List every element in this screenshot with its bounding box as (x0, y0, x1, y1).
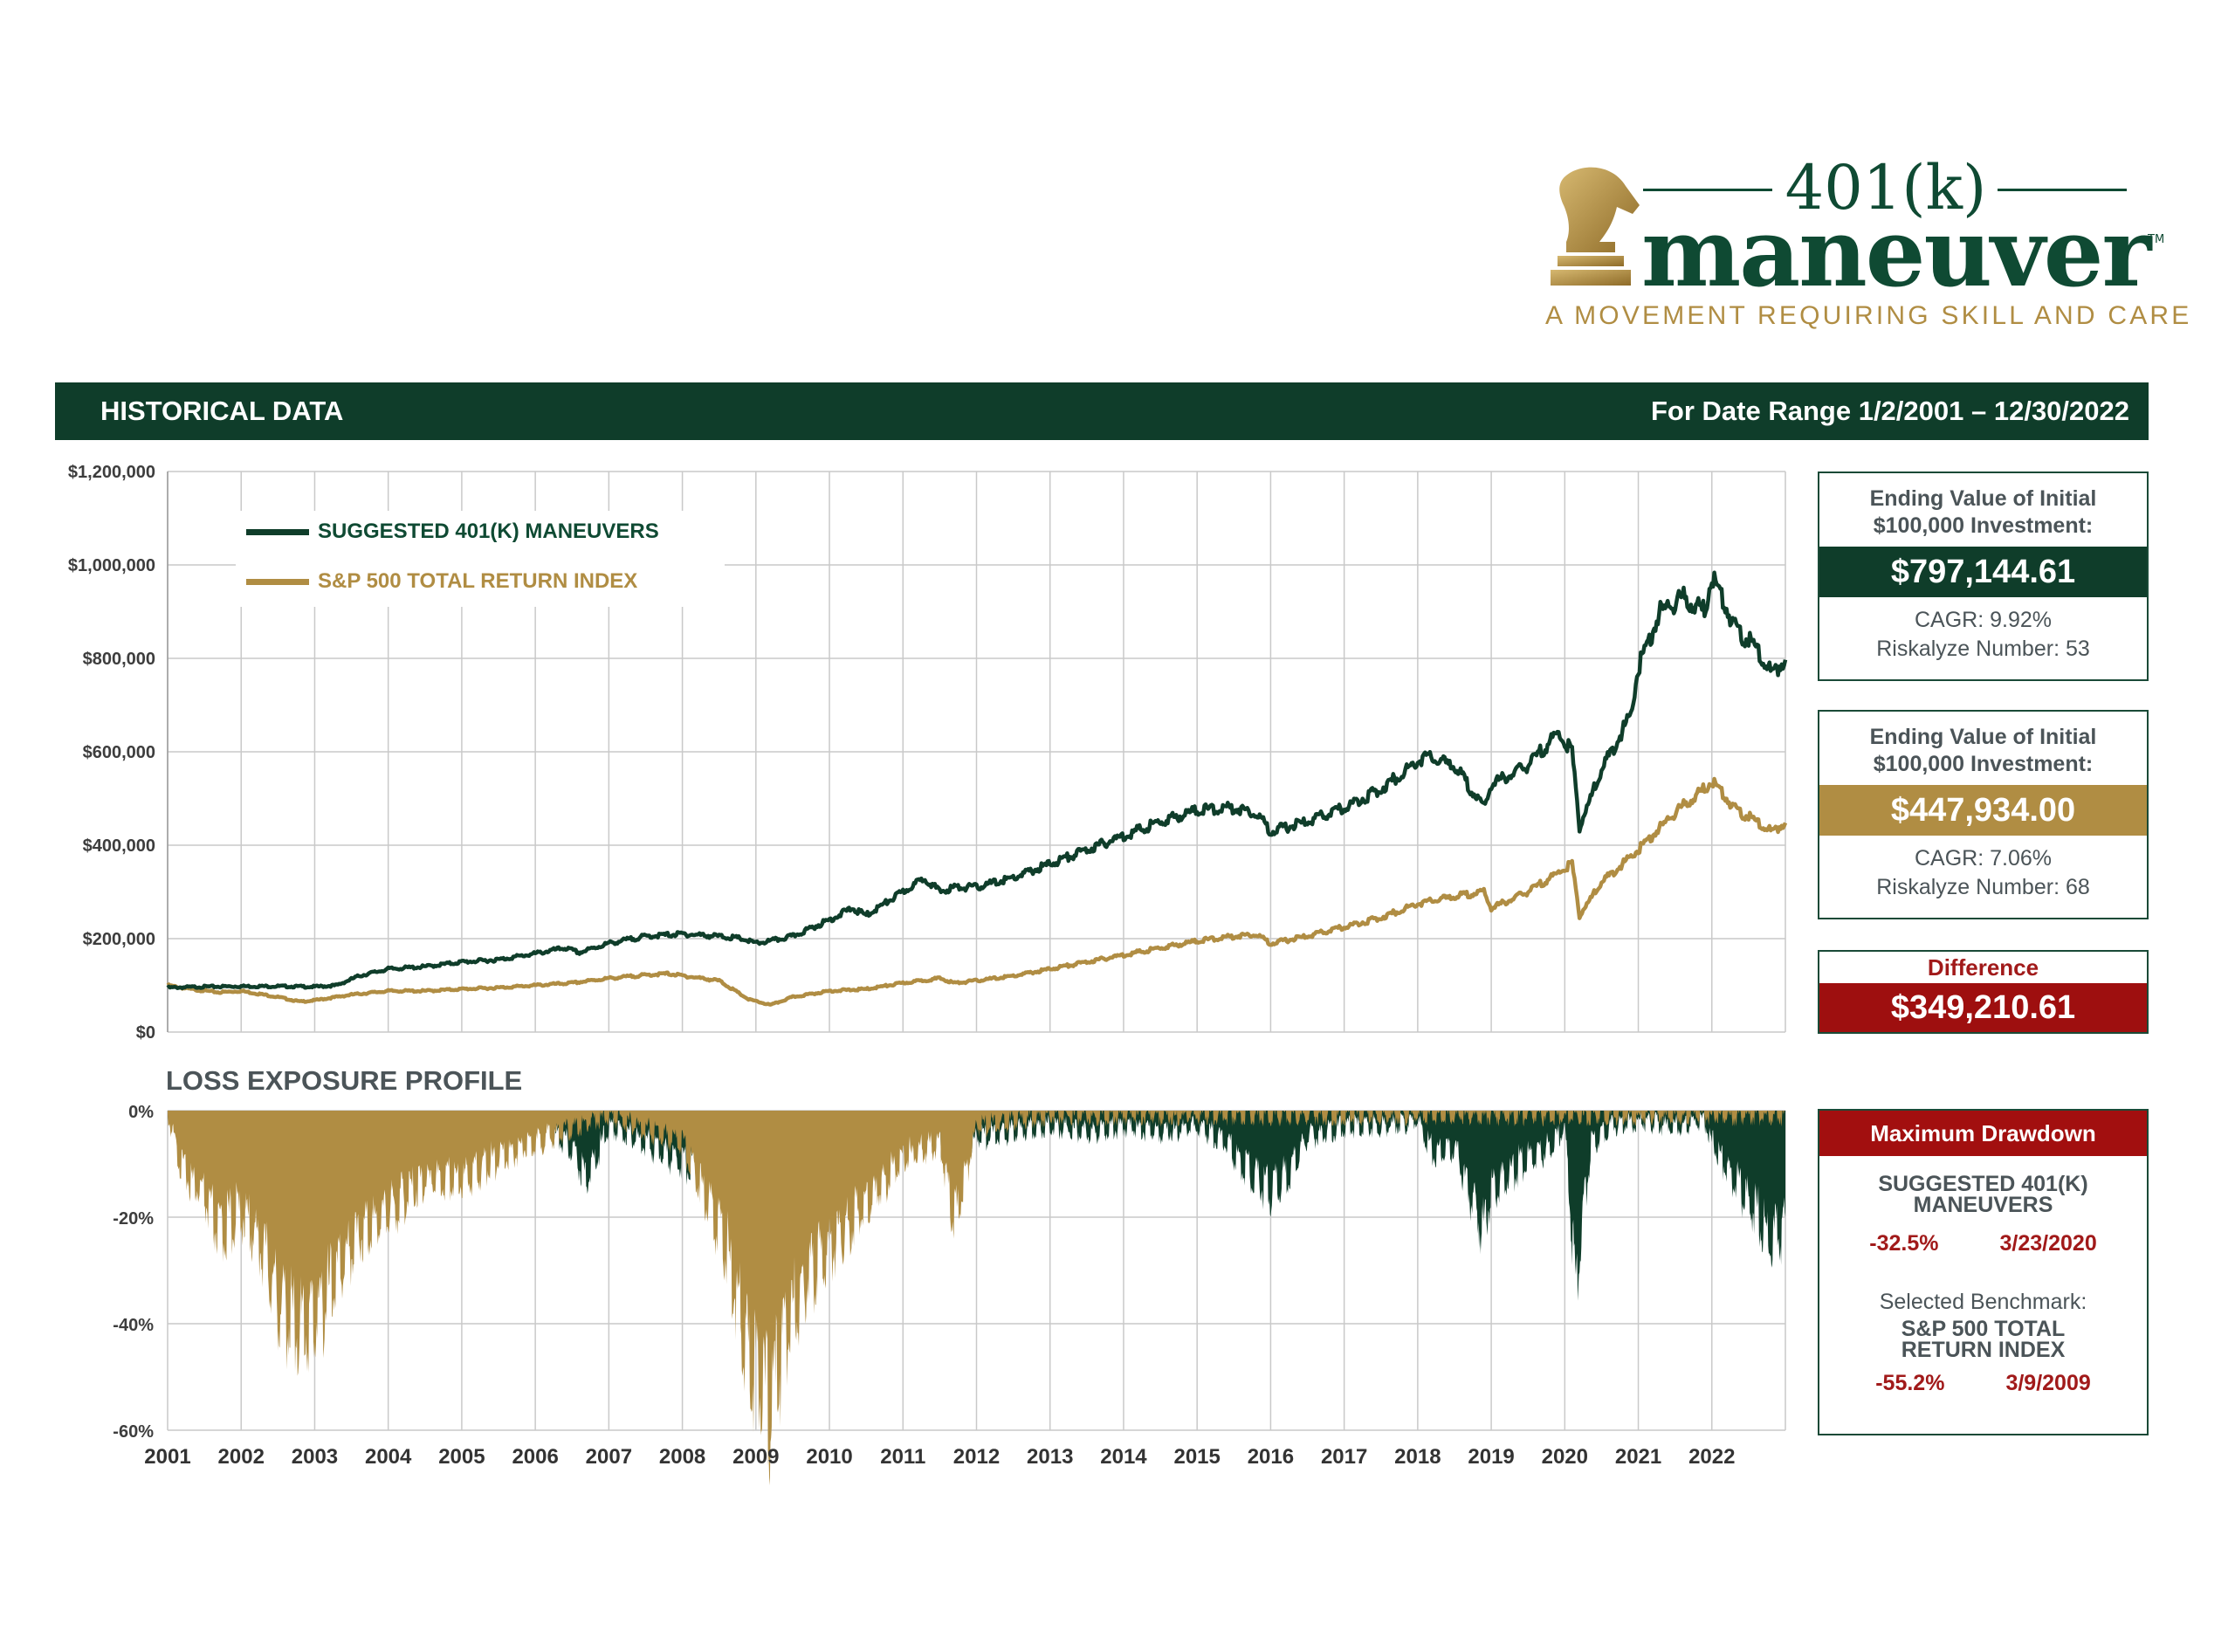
legend-item-maneuvers: SUGGESTED 401(K) MANEUVERS (246, 514, 659, 549)
maneuvers-ending-value: $797,144.61 (1819, 547, 2147, 597)
y-tick-label: $1,200,000 (68, 463, 155, 482)
date-range: For Date Range 1/2/2001 – 12/30/2022 (1651, 396, 2129, 426)
benchmark-cagr: CAGR: 7.06% (1914, 846, 2052, 871)
header-title: HISTORICAL DATA (100, 396, 344, 426)
year-tick-label: 2017 (1321, 1445, 1367, 1469)
loss-y-tick-label: 0% (128, 1103, 154, 1122)
legend-swatch-benchmark (246, 578, 309, 585)
brand-logo: 401(k) maneuver TM A MOVEMENT REQUIRING … (1545, 152, 2192, 341)
line-chart-grid (167, 471, 1786, 1033)
maneuvers-box-heading: Ending Value of Initial $100,000 Investm… (1819, 473, 2147, 540)
loss-chart-series (168, 1111, 1785, 1486)
year-tick-label: 2015 (1173, 1445, 1220, 1469)
maneuvers-box-footer: CAGR: 9.92% Riskalyze Number: 53 (1819, 597, 2147, 664)
strategy-drawdown-row: -32.5% 3/23/2020 (1819, 1231, 2147, 1256)
maneuvers-heading-line1: Ending Value of Initial (1869, 486, 2097, 511)
loss-y-tick-label: -20% (113, 1209, 154, 1229)
year-tick-label: 2020 (1542, 1445, 1588, 1469)
benchmark-name-line1: S&P 500 TOTAL (1901, 1317, 2066, 1341)
loss-y-tick-label: -40% (113, 1316, 154, 1335)
year-tick-label: 2008 (659, 1445, 705, 1469)
line-chart-series (166, 570, 1788, 1007)
strategy-name-line2: MANEUVERS (1913, 1193, 2053, 1217)
year-tick-label: 2005 (438, 1445, 485, 1469)
maneuvers-heading-line2: $100,000 Investment: (1873, 513, 2094, 538)
benchmark-name-line2: RETURN INDEX (1901, 1338, 2066, 1362)
benchmark-drawdown-row: -55.2% 3/9/2009 (1819, 1371, 2147, 1396)
benchmark-ending-value: $447,934.00 (1819, 785, 2147, 836)
year-tick-label: 2012 (953, 1445, 1000, 1469)
year-tick-label: 2004 (365, 1445, 412, 1469)
line-chart-y-ticks: $0 $200,000 $400,000 $600,000 $800,000 $1,000… (68, 463, 155, 1043)
year-tick-label: 2022 (1688, 1445, 1735, 1469)
year-tick-label: 2010 (806, 1445, 852, 1469)
logo-top-text: 401(k) (1785, 152, 1987, 224)
year-tick-label: 2016 (1248, 1445, 1294, 1469)
y-tick-label: $200,000 (83, 930, 155, 949)
maneuvers-drawdown-area (168, 1111, 1785, 1301)
max-drawdown-box: Maximum Drawdown SUGGESTED 401(K) MANEUV… (1818, 1109, 2149, 1435)
logo-main-text: maneuver (1641, 198, 2151, 308)
year-axis-labels: 2001 2002 2003 2004 2005 2006 2007 2008 2009 2010… (144, 1445, 1735, 1469)
benchmark-summary-box: Ending Value of Initial $100,000 Investm… (1818, 710, 2149, 919)
legend-swatch-maneuvers (246, 528, 309, 535)
loss-y-tick-label: -60% (113, 1422, 154, 1442)
benchmark-heading-line2: $100,000 Investment: (1873, 752, 2094, 776)
knight-logo-icon (1551, 167, 1640, 286)
year-tick-label: 2006 (512, 1445, 558, 1469)
y-tick-label: $1,000,000 (68, 556, 155, 575)
trademark-mark: TM (2148, 233, 2165, 246)
strategy-drawdown-value: -32.5% (1869, 1231, 1939, 1256)
maneuvers-riskalyze: Riskalyze Number: 53 (1876, 637, 2090, 661)
legend-item-benchmark: S&P 500 TOTAL RETURN INDEX (246, 564, 637, 599)
year-tick-label: 2014 (1100, 1445, 1147, 1469)
benchmark-riskalyze: Riskalyze Number: 68 (1876, 875, 2090, 899)
benchmark-drawdown-area (168, 1111, 1785, 1486)
benchmark-line (166, 776, 1788, 1007)
year-tick-label: 2021 (1615, 1445, 1661, 1469)
loss-exposure-chart: 0% -20% -40% -60% (113, 1103, 1786, 1486)
year-tick-label: 2009 (732, 1445, 779, 1469)
y-tick-label: $400,000 (83, 836, 155, 856)
legend-label-benchmark: S&P 500 TOTAL RETURN INDEX (318, 569, 638, 593)
loss-chart-y-ticks: 0% -20% -40% -60% (113, 1103, 154, 1442)
year-tick-label: 2001 (144, 1445, 190, 1469)
y-tick-label: $800,000 (83, 650, 155, 669)
max-drawdown-heading: Maximum Drawdown (1819, 1111, 2147, 1156)
year-tick-label: 2019 (1468, 1445, 1514, 1469)
benchmark-drawdown-value: -55.2% (1875, 1371, 1945, 1395)
maneuvers-line (166, 570, 1788, 991)
year-tick-label: 2018 (1394, 1445, 1441, 1469)
difference-box: Difference $349,210.61 (1818, 950, 2149, 1034)
growth-line-chart: $0 $200,000 $400,000 $600,000 $800,000 $1,000… (68, 463, 1788, 1043)
benchmark-prefix: Selected Benchmark: (1879, 1290, 2087, 1314)
difference-value: $349,210.61 (1819, 983, 2147, 1032)
section-header: HISTORICAL DATA For Date Range 1/2/2001 … (55, 382, 2149, 440)
difference-heading: Difference (1927, 954, 2039, 981)
year-tick-label: 2011 (880, 1445, 925, 1469)
benchmark-box-heading: Ending Value of Initial $100,000 Investm… (1819, 712, 2147, 778)
maneuvers-summary-box: Ending Value of Initial $100,000 Investm… (1818, 472, 2149, 681)
y-tick-label: $0 (136, 1023, 155, 1043)
year-tick-label: 2007 (586, 1445, 632, 1469)
legend-label-maneuvers: SUGGESTED 401(K) MANEUVERS (318, 520, 659, 543)
chart-legend: SUGGESTED 401(K) MANEUVERS S&P 500 TOTAL… (236, 511, 725, 607)
logo-rule-right (1998, 189, 2127, 191)
year-tick-label: 2002 (218, 1445, 265, 1469)
benchmark-heading-line1: Ending Value of Initial (1869, 725, 2097, 749)
benchmark-box-footer: CAGR: 7.06% Riskalyze Number: 68 (1819, 836, 2147, 902)
maneuvers-cagr: CAGR: 9.92% (1914, 608, 2052, 632)
benchmark-drawdown-date: 3/9/2009 (2005, 1371, 2091, 1395)
logo-tagline: A MOVEMENT REQUIRING SKILL AND CARE (1545, 301, 2192, 330)
strategy-name-line1: SUGGESTED 401(K) (1878, 1172, 2088, 1196)
logo-rule-left (1643, 189, 1772, 191)
y-tick-label: $600,000 (83, 743, 155, 762)
year-tick-label: 2003 (292, 1445, 338, 1469)
loss-exposure-title: LOSS EXPOSURE PROFILE (166, 1065, 523, 1096)
strategy-drawdown-date: 3/23/2020 (1999, 1231, 2097, 1256)
year-tick-label: 2013 (1027, 1445, 1073, 1469)
